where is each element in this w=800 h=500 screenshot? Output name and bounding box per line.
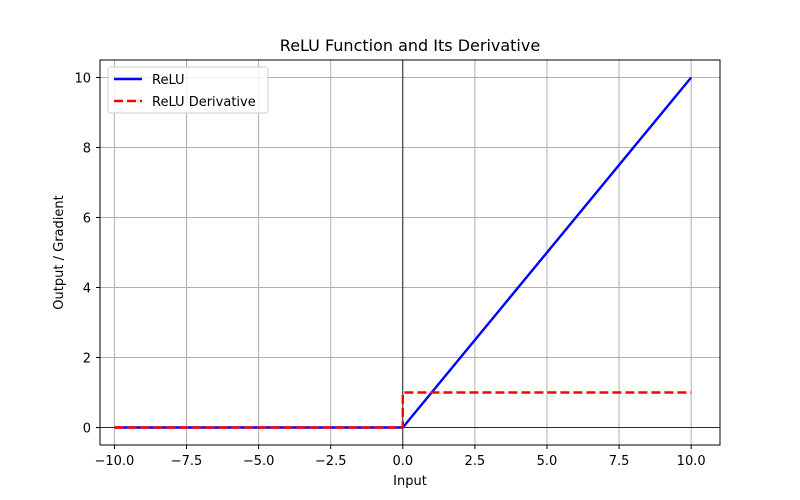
series-line-1 — [114, 391, 692, 429]
y-tick-label: 6 — [83, 212, 91, 227]
x-axis-ticks: −10.0 −7.5 −5.0 −2.5 0.0 2.5 5.0 7.5 10.0 — [94, 445, 706, 469]
x-tick-label: 2.5 — [465, 454, 486, 469]
y-tick-label: 0 — [83, 422, 91, 437]
x-tick-label: 7.5 — [609, 454, 630, 469]
x-tick-label: −7.5 — [171, 454, 203, 469]
x-tick-label: −10.0 — [94, 454, 134, 469]
chart-title: ReLU Function and Its Derivative — [280, 36, 540, 55]
legend: ReLU ReLU Derivative — [107, 66, 269, 114]
legend-label-0: ReLU — [152, 73, 185, 88]
y-axis-title: Output / Gradient — [52, 195, 67, 309]
x-tick-label: 10.0 — [677, 454, 706, 469]
legend-label-1: ReLU Derivative — [152, 95, 256, 110]
y-tick-label: 10 — [74, 72, 91, 87]
y-tick-label: 4 — [83, 282, 91, 297]
y-tick-label: 2 — [83, 352, 91, 367]
plot-frame — [99, 59, 721, 446]
series-lines — [114, 76, 693, 429]
x-axis-title: Input — [393, 474, 427, 489]
legend-box — [107, 66, 269, 114]
y-tick-label: 8 — [83, 142, 91, 157]
x-tick-label: −2.5 — [315, 454, 347, 469]
x-tick-label: 5.0 — [537, 454, 558, 469]
x-tick-label: 0.0 — [392, 454, 413, 469]
x-tick-label: −5.0 — [243, 454, 275, 469]
y-axis-ticks: 0 2 4 6 8 10 — [74, 72, 100, 437]
